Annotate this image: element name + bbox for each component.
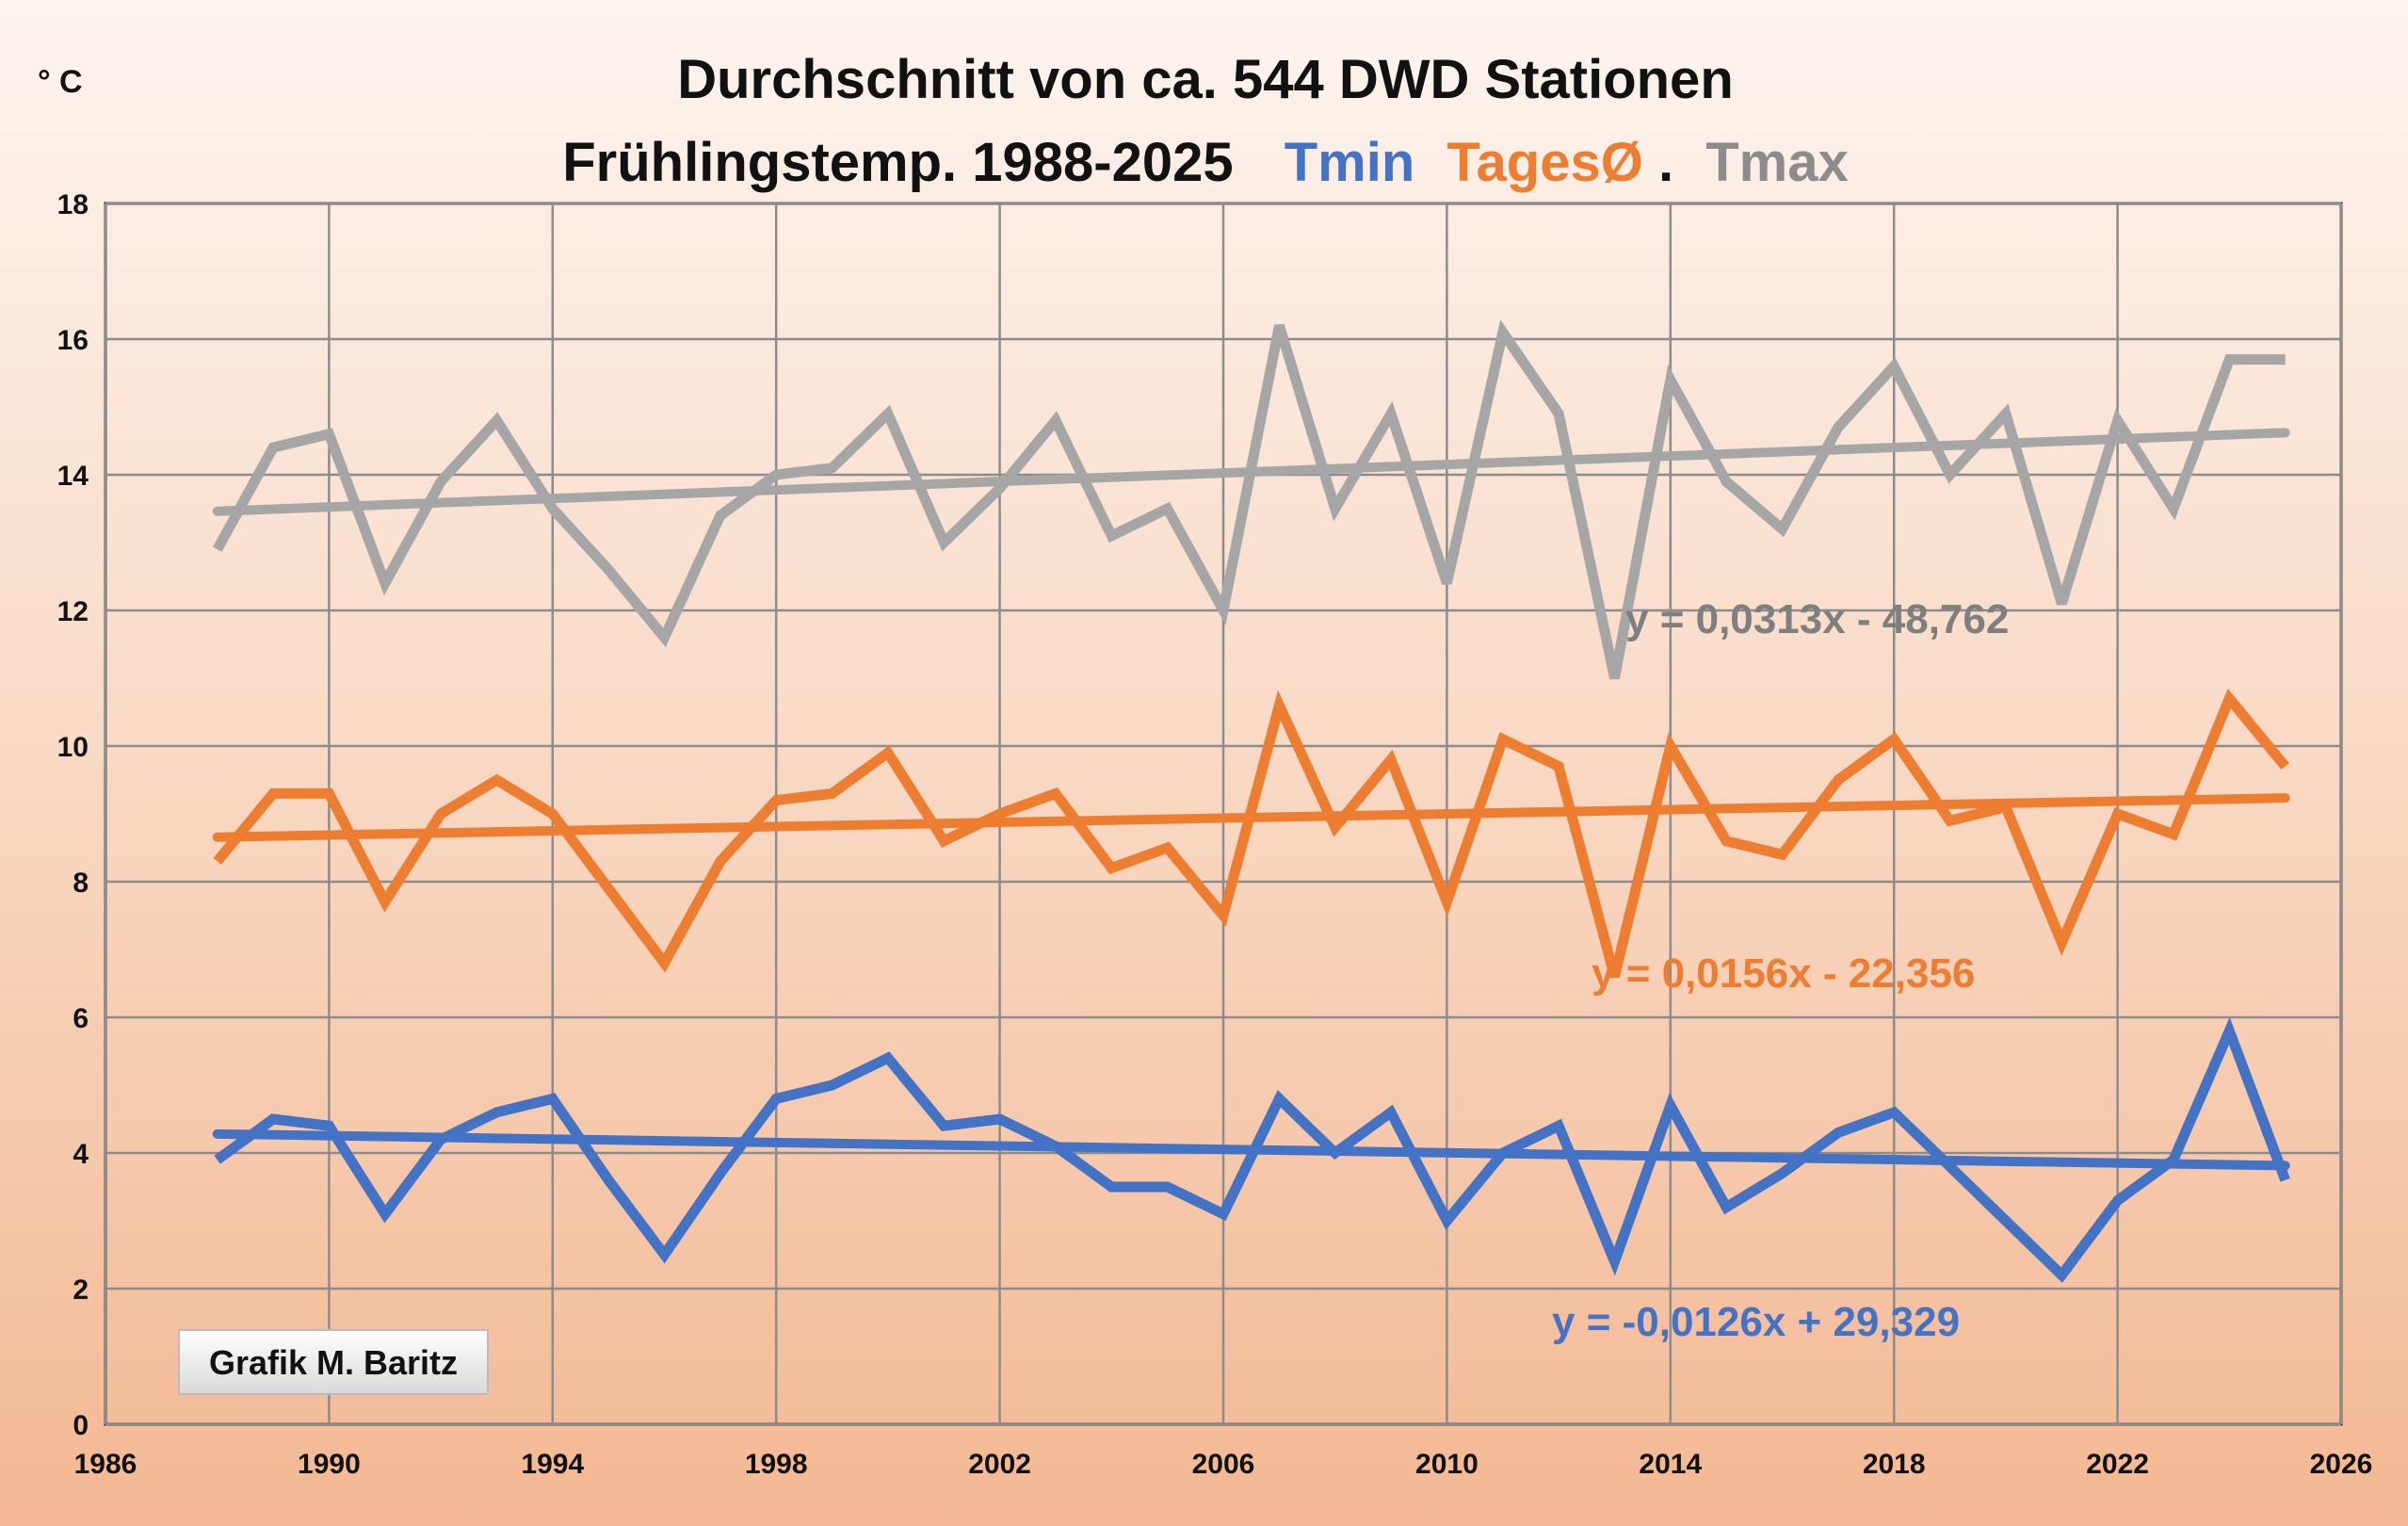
y-tick-label: 4 <box>73 1139 89 1170</box>
y-tick-label: 6 <box>73 1003 89 1034</box>
axis-tick-labels: 0 2 4 6 8 10 12 14 16 18 1986 1990 1994 1998 2002 2006 2… <box>57 189 2373 1480</box>
credit-box: Grafik M. Baritz <box>178 1329 489 1395</box>
y-tick-label: 18 <box>57 189 89 220</box>
trendline-equation-tmax: y = 0,0313x - 48,762 <box>1625 596 2009 642</box>
y-tick-label: 0 <box>73 1410 89 1441</box>
series-line-tmin <box>214 1016 2290 1283</box>
title-series-tagesmittel: TagesØ <box>1446 132 1642 193</box>
x-tick-label: 2018 <box>1863 1449 1926 1480</box>
x-tick-label: 2022 <box>2086 1449 2149 1480</box>
series-line-tagesø <box>213 689 2289 979</box>
title-series-tmin: Tmin <box>1285 132 1415 193</box>
y-axis-unit-label: ° C <box>38 64 83 100</box>
data-series <box>212 319 2290 1283</box>
x-tick-label: 1990 <box>298 1449 361 1480</box>
x-tick-label: 1994 <box>521 1449 584 1480</box>
trendline-equation-tmin: y = -0,0126x + 29,329 <box>1552 1299 1960 1345</box>
x-tick-label: 1998 <box>745 1449 808 1480</box>
y-tick-label: 2 <box>73 1274 89 1306</box>
x-tick-label: 2002 <box>968 1449 1031 1480</box>
x-tick-label: 1986 <box>74 1449 137 1480</box>
title-series-tmax: Tmax <box>1705 132 1849 193</box>
trendline-equation-tagesmittel: y = 0,0156x - 22,356 <box>1592 950 1975 997</box>
title-dot: . <box>1658 132 1673 193</box>
y-tick-label: 14 <box>57 461 89 492</box>
y-tick-label: 8 <box>73 868 89 899</box>
series-line-tmax <box>212 319 2286 680</box>
credit-box-background <box>178 1329 489 1395</box>
x-tick-label: 2006 <box>1192 1449 1255 1480</box>
title-line2-prefix: Frühlingstemp. 1988-2025 <box>562 132 1233 193</box>
y-tick-label: 16 <box>57 325 89 356</box>
x-tick-label: 2026 <box>2310 1449 2373 1480</box>
x-tick-label: 2014 <box>1639 1449 1702 1480</box>
chart-title-line2: Frühlingstemp. 1988-2025 Tmin TagesØ . T… <box>562 132 1849 193</box>
x-tick-label: 2010 <box>1415 1449 1479 1480</box>
chart-title-line1: Durchschnitt von ca. 544 DWD Stationen <box>677 49 1734 110</box>
y-tick-label: 12 <box>57 596 89 627</box>
y-tick-label: 10 <box>57 732 89 763</box>
credit-label: Grafik M. Baritz <box>209 1343 458 1382</box>
